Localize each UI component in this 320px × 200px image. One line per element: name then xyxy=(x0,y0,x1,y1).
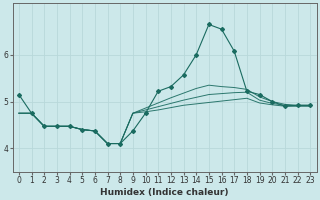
X-axis label: Humidex (Indice chaleur): Humidex (Indice chaleur) xyxy=(100,188,229,197)
